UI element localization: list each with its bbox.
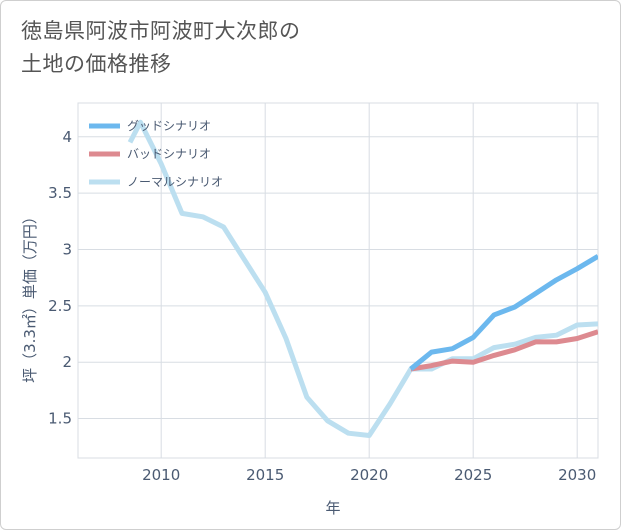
chart-title-line1: 徳島県阿波市阿波町大次郎の bbox=[21, 19, 301, 43]
x-axis-title: 年 bbox=[325, 499, 340, 517]
series-line-1 bbox=[410, 329, 598, 372]
y-tick-label: 3 bbox=[62, 241, 72, 259]
series-line-2 bbox=[127, 119, 598, 438]
y-tick-label: 1.5 bbox=[48, 410, 72, 428]
legend-label-0: グッドシナリオ bbox=[127, 119, 211, 133]
axis-ticks: 2010 2015 2020 2025 2030 1.5 2 2.5 3 3.5 4 bbox=[48, 128, 596, 484]
chart-title-line2: 土地の価格推移 bbox=[21, 52, 172, 76]
plot-frame bbox=[77, 102, 599, 459]
x-tick-label: 2010 bbox=[142, 466, 180, 484]
x-tick-label: 2020 bbox=[350, 466, 388, 484]
x-tick-label: 2030 bbox=[558, 466, 596, 484]
grid-lines bbox=[77, 102, 599, 459]
series-line-0 bbox=[409, 254, 598, 371]
y-tick-label: 4 bbox=[62, 128, 72, 146]
y-axis-title: 坪（3.3㎡）単価（万円） bbox=[21, 209, 39, 383]
legend-label-1: バッドシナリオ bbox=[127, 147, 211, 161]
legend-label-2: ノーマルシナリオ bbox=[127, 175, 223, 189]
y-tick-label: 2.5 bbox=[48, 297, 72, 315]
series-lines bbox=[127, 119, 598, 438]
y-tick-label: 2 bbox=[62, 353, 72, 371]
y-tick-label: 3.5 bbox=[48, 184, 72, 202]
x-tick-label: 2025 bbox=[454, 466, 492, 484]
chart-title: 徳島県阿波市阿波町大次郎の 土地の価格推移 bbox=[21, 15, 301, 81]
x-tick-label: 2015 bbox=[246, 466, 284, 484]
